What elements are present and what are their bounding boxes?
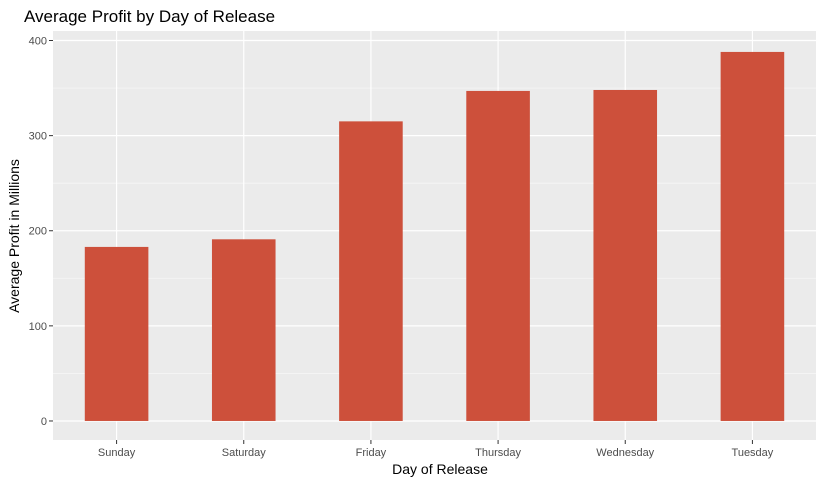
chart-title: Average Profit by Day of Release (24, 7, 275, 26)
x-axis-title: Day of Release (392, 461, 488, 477)
y-tick-label: 300 (29, 131, 47, 143)
bar-sunday (84, 246, 149, 421)
bar-friday (339, 121, 403, 421)
x-tick-label-sunday: Sunday (98, 447, 136, 459)
y-axis-title: Average Profit in Millions (6, 159, 22, 313)
x-tick-label-thursday: Thursday (475, 447, 521, 459)
x-axis-ticks: Sunday Saturday Friday Thursday Wednesday Tue… (98, 440, 774, 459)
x-tick-label-tuesday: Tuesday (732, 447, 774, 459)
x-tick-label-wednesday: Wednesday (596, 447, 654, 459)
y-tick-label: 0 (41, 416, 47, 428)
bars (84, 51, 785, 421)
bar-wednesday (593, 89, 658, 421)
x-tick-label-friday: Friday (356, 447, 387, 459)
y-tick-label: 100 (29, 321, 47, 333)
y-axis-ticks: 0 100 200 300 400 (29, 36, 53, 428)
bar-tuesday (720, 51, 785, 421)
plot-panel (53, 31, 816, 440)
bar-thursday (466, 90, 530, 421)
x-tick-label-saturday: Saturday (222, 447, 267, 459)
y-tick-label: 400 (29, 36, 47, 48)
y-tick-label: 200 (29, 226, 47, 238)
minor-gridlines (53, 87, 816, 374)
bar-saturday (211, 239, 276, 421)
